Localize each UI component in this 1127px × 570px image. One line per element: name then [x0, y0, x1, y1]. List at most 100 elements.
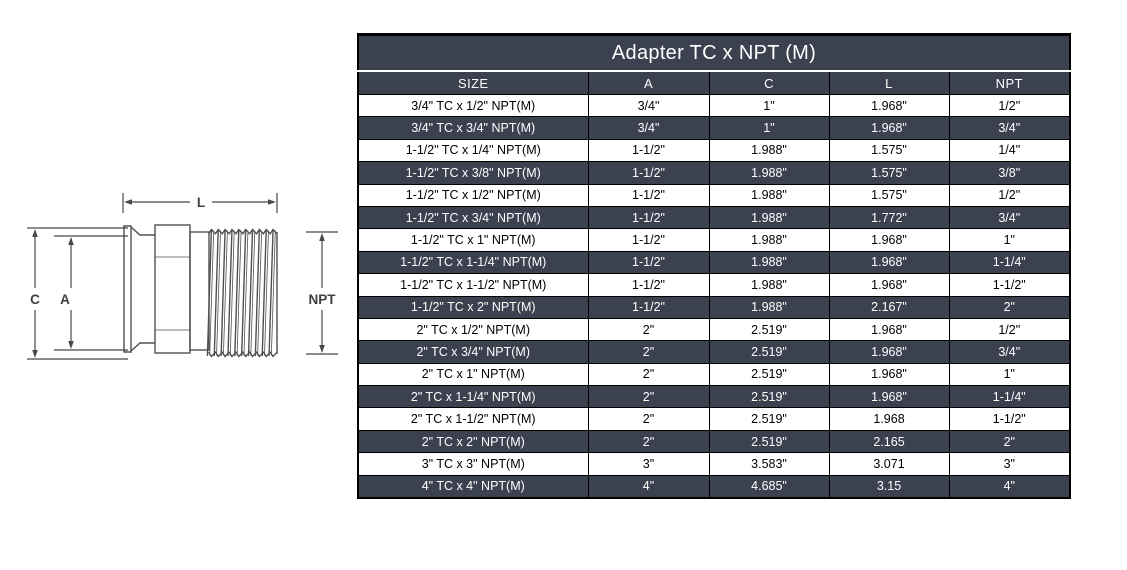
column-header-npt: NPT: [948, 70, 1071, 95]
table-row: 2" TC x 2" NPT(M) 2" 2.519" 2.165 2": [357, 429, 1071, 454]
thread-ridge-lines-thin: [209, 230, 276, 356]
value-cell: 1.968": [828, 273, 950, 297]
value-cell: 1-1/2": [587, 138, 710, 163]
table-row: 1-1/2" TC x 2" NPT(M) 1-1/2" 1.988" 2.167" 2…: [357, 295, 1071, 319]
thread-ridge-lines: [206, 229, 274, 357]
thread-crest-bottom: [208, 351, 278, 358]
value-cell: 2": [587, 317, 710, 342]
column-header-c: C: [708, 70, 830, 95]
value-cell: 2": [948, 295, 1071, 319]
value-cell: 2.167": [828, 295, 950, 319]
thread-crest-top: [208, 228, 278, 235]
value-cell: 1.968": [828, 385, 950, 409]
size-cell: 4" TC x 4" NPT(M): [357, 474, 589, 499]
value-cell: 3": [587, 452, 710, 476]
value-cell: 1.772": [828, 205, 950, 230]
table-row: 2" TC x 3/4" NPT(M) 2" 2.519" 1.968" 3/4": [357, 340, 1071, 364]
value-cell: 4": [948, 474, 1071, 499]
value-cell: 2.165: [828, 429, 950, 454]
value-cell: 1-1/2": [587, 161, 710, 185]
value-cell: 1-1/2": [587, 250, 710, 275]
value-cell: 1-1/2": [948, 407, 1071, 431]
table-row: 1-1/2" TC x 1-1/4" NPT(M) 1-1/2" 1.988" 1.9…: [357, 250, 1071, 275]
value-cell: 2.519": [708, 340, 830, 364]
value-cell: 1.968": [828, 317, 950, 342]
value-cell: 1.988": [708, 138, 830, 163]
column-header-size: SIZE: [357, 70, 589, 95]
table-row: 1-1/2" TC x 1/2" NPT(M) 1-1/2" 1.988" 1.575…: [357, 183, 1071, 207]
table-row: 3/4" TC x 3/4" NPT(M) 3/4" 1" 1.968" 3/4": [357, 116, 1071, 140]
dimension-length: L: [122, 193, 278, 213]
size-cell: 1-1/2" TC x 1-1/2" NPT(M): [357, 273, 589, 297]
value-cell: 1.988": [708, 205, 830, 230]
value-cell: 1.988": [708, 161, 830, 185]
value-cell: 1.988": [708, 228, 830, 252]
table-title: Adapter TC x NPT (M): [357, 34, 1071, 72]
table-row: 2" TC x 1" NPT(M) 2" 2.519" 1.968" 1": [357, 362, 1071, 387]
value-cell: 1.968": [828, 228, 950, 252]
arrow-up-icon: [68, 237, 74, 245]
arrow-down-icon: [319, 345, 325, 353]
table-title-row: Adapter TC x NPT (M): [357, 34, 1071, 72]
size-cell: 1-1/2" TC x 1/4" NPT(M): [357, 138, 589, 163]
value-cell: 1-1/2": [948, 273, 1071, 297]
value-cell: 2": [587, 340, 710, 364]
value-cell: 3/4": [587, 93, 710, 118]
value-cell: 1.575": [828, 138, 950, 163]
table-row: 1-1/2" TC x 1" NPT(M) 1-1/2" 1.988" 1.968" 1…: [357, 228, 1071, 252]
ferrule-bevel-top: [130, 226, 155, 236]
size-cell: 2" TC x 2" NPT(M): [357, 429, 589, 454]
size-cell: 1-1/2" TC x 3/4" NPT(M): [357, 205, 589, 230]
ferrule-bevel-bottom: [130, 342, 155, 352]
value-cell: 1.988": [708, 295, 830, 319]
value-cell: 3": [948, 452, 1071, 476]
value-cell: 1-1/2": [587, 273, 710, 297]
dimension-npt: NPT: [306, 231, 338, 355]
value-cell: 2.519": [708, 429, 830, 454]
value-cell: 1.968: [828, 407, 950, 431]
value-cell: 1.968": [828, 362, 950, 387]
dim-label-a: A: [60, 292, 70, 307]
value-cell: 1-1/2": [587, 183, 710, 207]
value-cell: 1.968": [828, 250, 950, 275]
value-cell: 3/4": [587, 116, 710, 140]
arrow-right-icon: [268, 199, 276, 205]
value-cell: 2.519": [708, 317, 830, 342]
value-cell: 1.968": [828, 340, 950, 364]
value-cell: 3/8": [948, 161, 1071, 185]
value-cell: 2": [587, 362, 710, 387]
value-cell: 1.575": [828, 161, 950, 185]
size-cell: 3/4" TC x 3/4" NPT(M): [357, 116, 589, 140]
value-cell: 1.575": [828, 183, 950, 207]
value-cell: 3/4": [948, 116, 1071, 140]
arrow-down-icon: [32, 350, 38, 358]
value-cell: 1.988": [708, 250, 830, 275]
size-cell: 1-1/2" TC x 3/8" NPT(M): [357, 161, 589, 185]
table-row: 1-1/2" TC x 1-1/2" NPT(M) 1-1/2" 1.988" 1.9…: [357, 273, 1071, 297]
table-header-row: SIZE A C L NPT: [357, 70, 1071, 95]
arrow-left-icon: [124, 199, 132, 205]
value-cell: 1": [708, 116, 830, 140]
value-cell: 3.583": [708, 452, 830, 476]
size-cell: 2" TC x 1-1/4" NPT(M): [357, 385, 589, 409]
npt-threads: [206, 228, 278, 358]
ferrule-lip: [123, 225, 132, 353]
value-cell: 1-1/2": [587, 295, 710, 319]
table-row: 4" TC x 4" NPT(M) 4" 4.685" 3.15 4": [357, 474, 1071, 499]
value-cell: 2": [587, 429, 710, 454]
size-cell: 2" TC x 1" NPT(M): [357, 362, 589, 387]
spec-table: Adapter TC x NPT (M) SIZE A C L NPT 3/4"…: [357, 33, 1072, 500]
spec-table-body: 3/4" TC x 1/2" NPT(M) 3/4" 1" 1.968" 1/2" 3/4…: [357, 93, 1071, 499]
value-cell: 1": [948, 362, 1071, 387]
table-row: 2" TC x 1/2" NPT(M) 2" 2.519" 1.968" 1/2": [357, 317, 1071, 342]
arrow-up-icon: [32, 229, 38, 237]
value-cell: 3/4": [948, 340, 1071, 364]
value-cell: 2": [587, 407, 710, 431]
value-cell: 2.519": [708, 385, 830, 409]
table-row: 3" TC x 3" NPT(M) 3" 3.583" 3.071 3": [357, 452, 1071, 476]
value-cell: 1.988": [708, 183, 830, 207]
adapter-technical-drawing: L C A NP: [27, 193, 338, 360]
table-row: 2" TC x 1-1/4" NPT(M) 2" 2.519" 1.968" 1-1/4…: [357, 385, 1071, 409]
size-cell: 1-1/2" TC x 2" NPT(M): [357, 295, 589, 319]
column-header-a: A: [587, 70, 710, 95]
